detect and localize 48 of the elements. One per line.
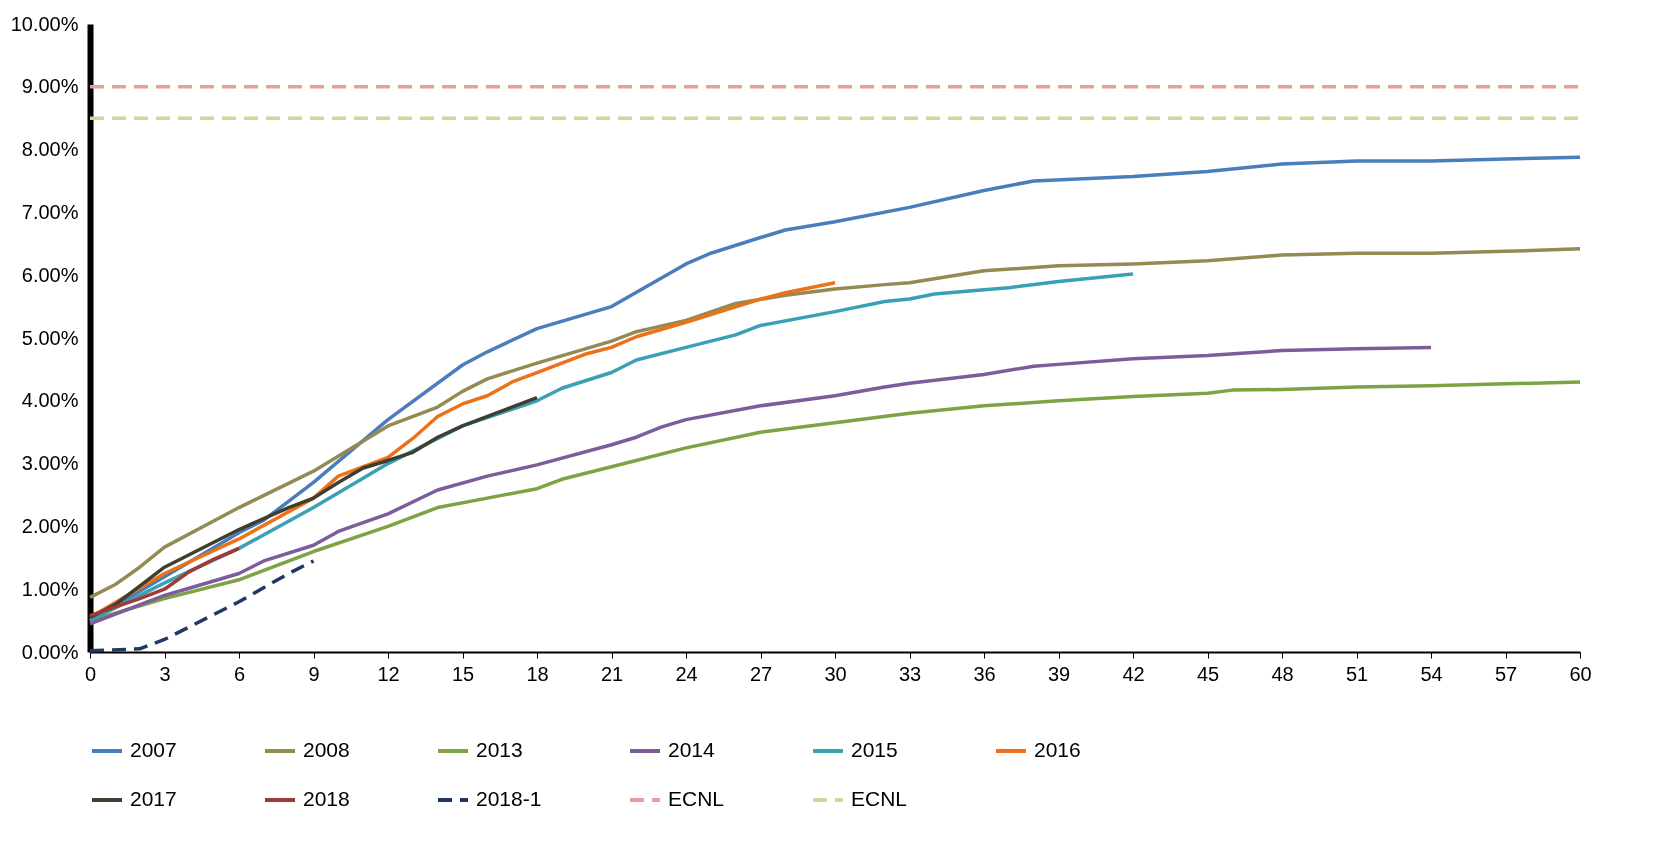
x-tick-label: 54 bbox=[1420, 662, 1443, 685]
legend-label: 2016 bbox=[1034, 738, 1081, 761]
x-tick-label: 18 bbox=[526, 662, 549, 685]
y-tick-label: 5.00% bbox=[21, 326, 79, 349]
legend-label: 2015 bbox=[851, 738, 898, 761]
y-tick-label: 3.00% bbox=[21, 452, 79, 475]
y-tick-label: 10.00% bbox=[10, 12, 79, 35]
x-tick-label: 48 bbox=[1271, 662, 1294, 685]
legend-label: 2017 bbox=[130, 787, 177, 810]
y-tick-label: 1.00% bbox=[21, 577, 79, 600]
x-tick-label: 21 bbox=[600, 662, 624, 685]
legend-label: 2013 bbox=[476, 738, 523, 761]
x-tick-label: 45 bbox=[1196, 662, 1220, 685]
line-series bbox=[88, 345, 1433, 626]
y-tick-label: 9.00% bbox=[21, 75, 79, 98]
y-tick-label: 2.00% bbox=[21, 514, 79, 537]
x-tick-label: 30 bbox=[824, 662, 847, 685]
x-tick-label: 33 bbox=[898, 662, 922, 685]
x-tick-label: 57 bbox=[1494, 662, 1518, 685]
x-tick-label: 3 bbox=[159, 662, 171, 685]
legend-label: 2008 bbox=[303, 738, 350, 761]
x-tick-label: 51 bbox=[1345, 662, 1369, 685]
legend-label: 2018 bbox=[303, 787, 350, 810]
x-tick-label: 39 bbox=[1047, 662, 1071, 685]
x-tick-label: 0 bbox=[84, 662, 97, 685]
x-tick-label: 60 bbox=[1569, 662, 1592, 685]
x-tick-label: 6 bbox=[233, 662, 246, 685]
x-tick-label: 15 bbox=[451, 662, 475, 685]
y-tick-label: 6.00% bbox=[21, 263, 79, 286]
line-series bbox=[88, 395, 539, 620]
y-tick-label: 8.00% bbox=[21, 138, 79, 161]
y-tick-label: 7.00% bbox=[21, 200, 79, 223]
legend-label: ECNL bbox=[851, 787, 908, 810]
x-tick-label: 42 bbox=[1122, 662, 1145, 685]
y-tick-label: 0.00% bbox=[21, 640, 79, 663]
x-tick-label: 24 bbox=[675, 662, 698, 685]
x-tick-label: 9 bbox=[308, 662, 320, 685]
legend-label: 2018-1 bbox=[476, 787, 542, 810]
line-series bbox=[88, 559, 316, 653]
line-series bbox=[88, 247, 1582, 600]
line-series bbox=[88, 546, 241, 618]
y-tick-label: 4.00% bbox=[21, 389, 79, 412]
legend-label: ECNL bbox=[668, 787, 725, 810]
x-tick-label: 36 bbox=[973, 662, 996, 685]
x-tick-label: 27 bbox=[749, 662, 773, 685]
legend-label: 2014 bbox=[668, 738, 716, 761]
x-tick-label: 12 bbox=[377, 662, 400, 685]
legend-label: 2007 bbox=[130, 738, 177, 761]
